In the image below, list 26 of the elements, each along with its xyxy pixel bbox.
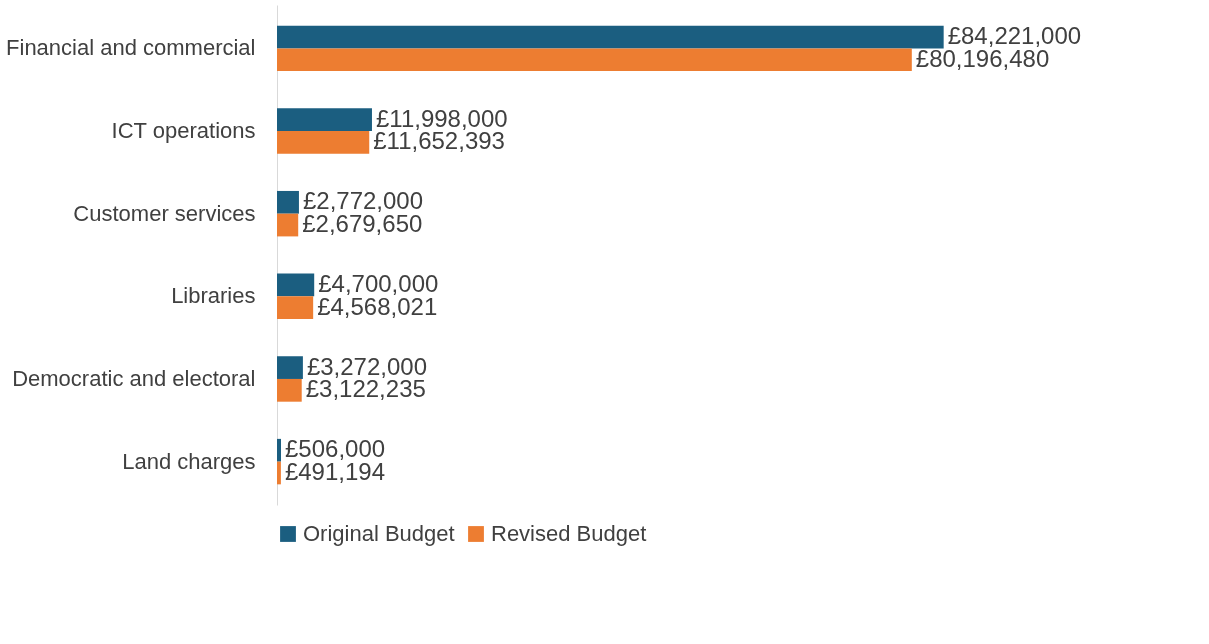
bar [277,213,299,237]
legend-label: Revised Budget [491,521,647,546]
bar [277,296,314,320]
y-tick-label: Customer services [73,200,256,226]
bar [277,131,370,154]
bar [277,25,944,49]
bar [277,438,282,462]
bar [277,378,302,402]
data-label: £506,000 [285,435,386,463]
bar [277,461,281,485]
data-label: £11,998,000 [375,104,508,132]
bar [277,190,299,214]
y-tick-label: ICT operations [111,118,256,144]
bar [277,48,912,72]
bar [277,356,303,379]
y-tick-label: Land charges [122,448,256,474]
data-label: £84,221,000 [947,22,1082,50]
data-label: £2,772,000 [302,187,424,215]
legend-label: Original Budget [303,521,455,546]
bar [277,108,372,132]
bar [277,273,315,297]
data-label: £3,272,000 [306,352,428,380]
data-label: £4,700,000 [318,269,439,297]
y-tick-label: Financial and commercial [6,35,256,61]
y-tick-label: Democratic and electoral [12,365,256,391]
y-tick-label: Libraries [171,283,256,309]
